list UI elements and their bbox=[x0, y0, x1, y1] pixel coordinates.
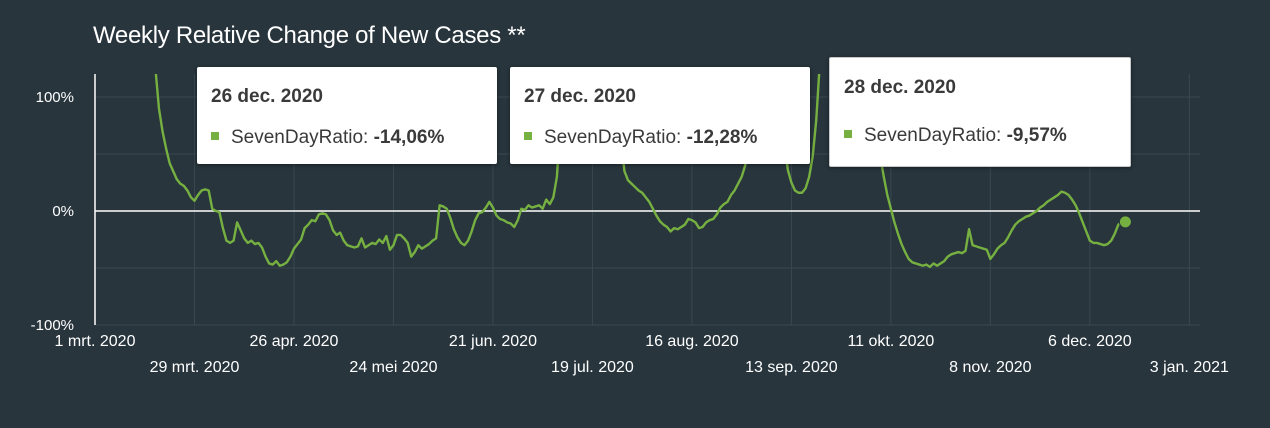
x-tick-label: 3 jan. 2021 bbox=[1150, 359, 1229, 376]
series-swatch-icon bbox=[844, 130, 852, 138]
series-swatch-icon bbox=[524, 132, 532, 140]
chart-title: Weekly Relative Change of New Cases ** bbox=[93, 22, 526, 49]
x-tick-label: 26 apr. 2020 bbox=[249, 333, 338, 350]
tooltip-row: SevenDayRatio: -9,57% bbox=[844, 125, 1067, 147]
series-swatch-icon bbox=[211, 132, 219, 140]
tooltip-date: 28 dec. 2020 bbox=[844, 77, 956, 98]
tooltip-series-label: SevenDayRatio: bbox=[231, 127, 369, 148]
x-tick-label: 21 jun. 2020 bbox=[449, 333, 537, 350]
x-tick-label: 29 mrt. 2020 bbox=[150, 359, 240, 376]
tooltip-series-label: SevenDayRatio: bbox=[544, 127, 682, 148]
x-tick-label: 24 mei 2020 bbox=[349, 359, 437, 376]
x-tick-label: 13 sep. 2020 bbox=[745, 359, 838, 376]
x-tick-label: 19 jul. 2020 bbox=[551, 359, 634, 376]
axis-layer bbox=[94, 74, 1200, 325]
tooltip-row: SevenDayRatio: -12,28% bbox=[524, 127, 757, 149]
series-layer[interactable] bbox=[154, 63, 1132, 269]
x-tick-label: 6 dec. 2020 bbox=[1048, 333, 1132, 350]
tooltip-27-dec: 27 dec. 2020 SevenDayRatio: -12,28% bbox=[510, 67, 810, 164]
x-tick-label: 16 aug. 2020 bbox=[645, 333, 739, 350]
x-tick-label: 11 okt. 2020 bbox=[847, 333, 934, 350]
tooltip-value: -12,28% bbox=[686, 127, 758, 148]
y-tick-label: 100% bbox=[36, 89, 74, 106]
highlighted-data-point[interactable] bbox=[1118, 215, 1132, 229]
y-tick-label: 0% bbox=[52, 203, 74, 220]
y-tick-label: -100% bbox=[31, 317, 74, 334]
tooltip-series-label: SevenDayRatio: bbox=[864, 125, 1002, 146]
tooltip-date: 27 dec. 2020 bbox=[524, 86, 636, 107]
x-tick-label: 1 mrt. 2020 bbox=[55, 333, 136, 350]
tooltip-26-dec: 26 dec. 2020 SevenDayRatio: -14,06% bbox=[197, 67, 497, 164]
tooltip-28-dec: 28 dec. 2020 SevenDayRatio: -9,57% bbox=[829, 57, 1131, 167]
tick-labels: 100% 0% -100%1 mrt. 2020 26 apr. 2020 21 jun… bbox=[31, 89, 1229, 376]
tooltip-date: 26 dec. 2020 bbox=[211, 86, 323, 107]
tooltip-value: -9,57% bbox=[1006, 125, 1067, 146]
series-line-sevendayratio[interactable] bbox=[154, 63, 1126, 269]
tooltip-row: SevenDayRatio: -14,06% bbox=[211, 127, 444, 149]
tooltip-value: -14,06% bbox=[373, 127, 445, 148]
x-tick-label: 8 nov. 2020 bbox=[949, 359, 1032, 376]
